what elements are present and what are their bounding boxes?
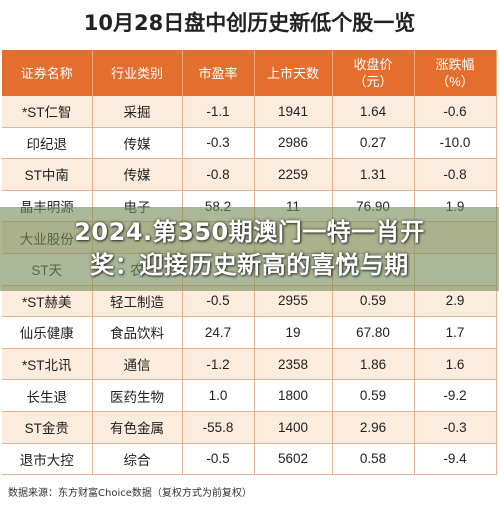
table-cell: 传媒 xyxy=(92,158,183,191)
table-cell: 长生退 xyxy=(2,379,93,412)
table-cell: -0.3 xyxy=(182,127,255,160)
table-cell: 2358 xyxy=(254,348,333,381)
table-cell: *ST仁智 xyxy=(2,96,93,128)
table-cell: 2986 xyxy=(254,127,333,160)
table-row: 印纪退 传媒 -0.3 2986 0.27 -10.0 xyxy=(2,127,497,160)
table-cell: ST金贵 xyxy=(2,411,93,444)
table-cell: 0.27 xyxy=(332,127,415,160)
table-cell: 1400 xyxy=(254,411,333,444)
table-cell: 1.64 xyxy=(332,96,415,128)
table-row: ST金贵 有色金属 -55.8 1400 2.96 -0.3 xyxy=(2,411,497,444)
table-cell: 2.96 xyxy=(332,411,415,444)
overlay-line-1: 2024.第350期澳门一特一肖开 xyxy=(74,218,425,246)
table-cell: 食品饮料 xyxy=(92,316,183,349)
table-header-row: 证券名称 行业类别 市盈率 上市天数 收盘价 （元） 涨跌幅 （%） xyxy=(2,50,497,96)
table-cell: 有色金属 xyxy=(92,411,183,444)
column-header: 市盈率 xyxy=(182,50,255,96)
page-title: 10月28日盘中创历史新低个股一览 xyxy=(83,11,416,35)
table-cell: 2259 xyxy=(254,158,333,191)
table-cell: 1.31 xyxy=(332,158,415,191)
table-cell: -1.2 xyxy=(182,348,255,381)
table-cell: 5602 xyxy=(254,443,333,476)
table-cell: -0.8 xyxy=(182,158,255,191)
table-cell: 综合 xyxy=(92,443,183,476)
table-cell: 通信 xyxy=(92,348,183,381)
table-cell: -0.8 xyxy=(414,158,497,191)
table-cell: 采掘 xyxy=(92,96,183,128)
table-cell: -1.1 xyxy=(182,96,255,128)
table-cell: 1941 xyxy=(254,96,333,128)
table-cell: 1.0 xyxy=(182,379,255,412)
column-header: 证券名称 xyxy=(2,50,93,96)
table-cell: 1.6 xyxy=(414,348,497,381)
table-cell: 24.7 xyxy=(182,316,255,349)
table-cell: 退市大控 xyxy=(2,443,93,476)
table-row: ST中南 传媒 -0.8 2259 1.31 -0.8 xyxy=(2,158,497,191)
table-cell: -0.6 xyxy=(414,96,497,128)
table-cell: -10.0 xyxy=(414,127,497,160)
table-cell: 67.80 xyxy=(332,316,415,349)
table-row: 仙乐健康 食品饮料 24.7 19 67.80 1.7 xyxy=(2,316,497,349)
column-header: 上市天数 xyxy=(254,50,333,96)
table-cell: 医药生物 xyxy=(92,379,183,412)
table-cell: 仙乐健康 xyxy=(2,316,93,349)
table-cell: 19 xyxy=(254,316,333,349)
table-cell: -0.3 xyxy=(414,411,497,444)
table-cell: -0.5 xyxy=(182,443,255,476)
table-row: 长生退 医药生物 1.0 1800 0.59 -9.2 xyxy=(2,379,497,412)
table-cell: 传媒 xyxy=(92,127,183,160)
table-cell: ST中南 xyxy=(2,158,93,191)
table-row: *ST北讯 通信 -1.2 2358 1.86 1.6 xyxy=(2,348,497,381)
table-cell: *ST北讯 xyxy=(2,348,93,381)
table-row: *ST仁智 采掘 -1.1 1941 1.64 -0.6 xyxy=(2,96,497,128)
data-source-note: 数据来源：东方财富Choice数据（复权方式为前复权） xyxy=(8,488,252,499)
table-cell: 1.86 xyxy=(332,348,415,381)
column-header: 行业类别 xyxy=(92,50,183,96)
table-cell: 1.7 xyxy=(414,316,497,349)
overlay-line-2: 奖：迎接历史新高的喜悦与期 xyxy=(90,251,409,279)
column-header: 收盘价 （元） xyxy=(332,50,415,96)
table-cell: -9.2 xyxy=(414,379,497,412)
table-cell: -9.4 xyxy=(414,443,497,476)
table-cell: 印纪退 xyxy=(2,127,93,160)
table-cell: -55.8 xyxy=(182,411,255,444)
column-header: 涨跌幅 （%） xyxy=(414,50,497,96)
table-cell: 0.58 xyxy=(332,443,415,476)
headline-overlay-banner: 2024.第350期澳门一特一肖开 奖：迎接历史新高的喜悦与期 xyxy=(0,207,499,291)
table-row: 退市大控 综合 -0.5 5602 0.58 -9.4 xyxy=(2,443,497,476)
table-cell: 1800 xyxy=(254,379,333,412)
table-cell: 0.59 xyxy=(332,379,415,412)
